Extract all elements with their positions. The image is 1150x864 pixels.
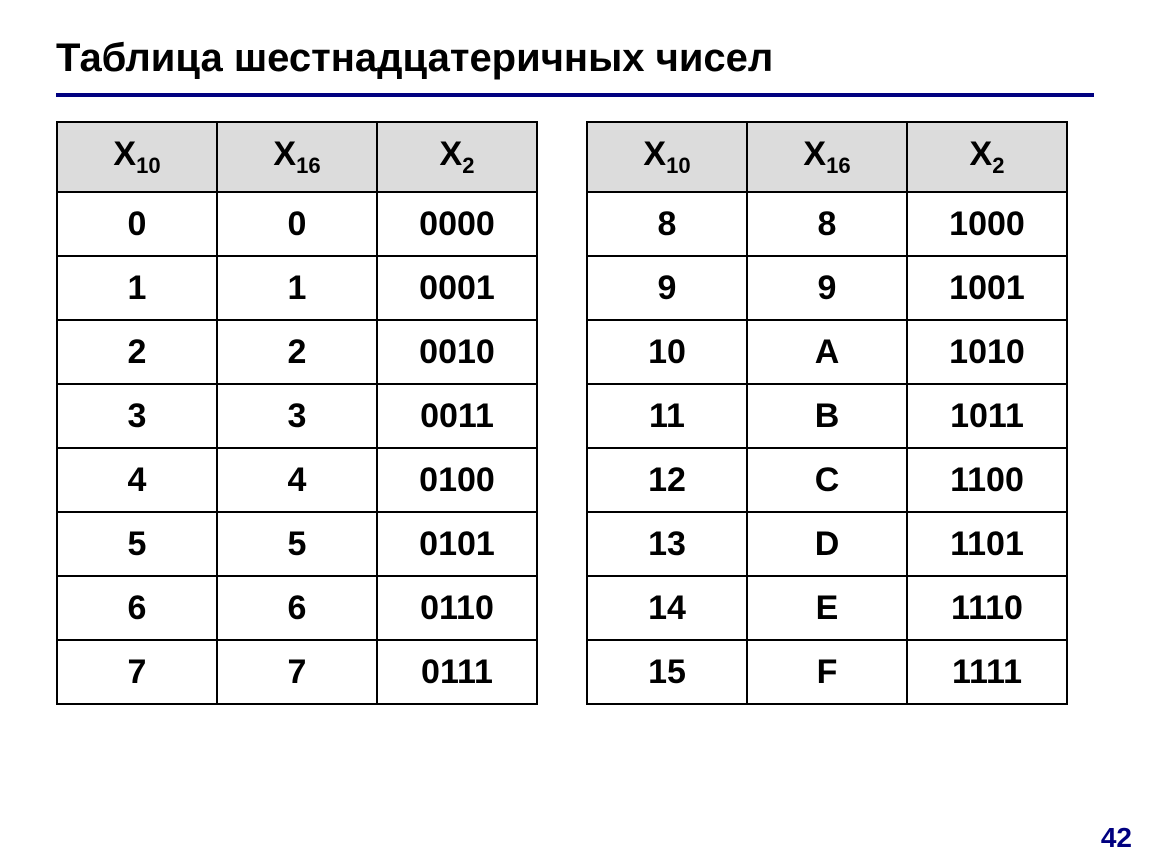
table-header-row: X10 X16 X2 (57, 122, 537, 192)
cell-x16: D (747, 512, 907, 576)
col-header-x2: X2 (907, 122, 1067, 192)
cell-x16: F (747, 640, 907, 704)
cell-x16: 5 (217, 512, 377, 576)
cell-x2: 0010 (377, 320, 537, 384)
cell-x10: 3 (57, 384, 217, 448)
cell-x2: 1101 (907, 512, 1067, 576)
cell-x10: 7 (57, 640, 217, 704)
cell-x16: 8 (747, 192, 907, 256)
table-row: 000000 (57, 192, 537, 256)
slide: Таблица шестнадцатеричных чисел X10 X16 … (0, 0, 1150, 864)
cell-x10: 13 (587, 512, 747, 576)
cell-x16: C (747, 448, 907, 512)
cell-x16: 6 (217, 576, 377, 640)
cell-x10: 10 (587, 320, 747, 384)
cell-x2: 0100 (377, 448, 537, 512)
table-header-row: X10 X16 X2 (587, 122, 1067, 192)
tables-container: X10 X16 X2 000000 110001 220010 330011 4… (56, 121, 1094, 705)
cell-x2: 0111 (377, 640, 537, 704)
cell-x2: 0000 (377, 192, 537, 256)
cell-x16: 7 (217, 640, 377, 704)
col-header-x10: X10 (57, 122, 217, 192)
cell-x2: 1011 (907, 384, 1067, 448)
col-header-x16: X16 (217, 122, 377, 192)
table-row: 991001 (587, 256, 1067, 320)
cell-x10: 0 (57, 192, 217, 256)
cell-x16: 9 (747, 256, 907, 320)
table-row: 220010 (57, 320, 537, 384)
table-row: 770111 (57, 640, 537, 704)
right-table: X10 X16 X2 881000 991001 10A1010 11B1011… (586, 121, 1068, 705)
table-row: 12C1100 (587, 448, 1067, 512)
cell-x16: B (747, 384, 907, 448)
cell-x16: E (747, 576, 907, 640)
col-header-x10: X10 (587, 122, 747, 192)
table-row: 660110 (57, 576, 537, 640)
cell-x2: 1111 (907, 640, 1067, 704)
cell-x16: 4 (217, 448, 377, 512)
col-header-x2: X2 (377, 122, 537, 192)
table-row: 14E1110 (587, 576, 1067, 640)
cell-x2: 0110 (377, 576, 537, 640)
cell-x10: 14 (587, 576, 747, 640)
cell-x16: 0 (217, 192, 377, 256)
cell-x16: 1 (217, 256, 377, 320)
cell-x2: 0001 (377, 256, 537, 320)
cell-x10: 9 (587, 256, 747, 320)
table-row: 440100 (57, 448, 537, 512)
table-row: 13D1101 (587, 512, 1067, 576)
table-row: 881000 (587, 192, 1067, 256)
cell-x10: 11 (587, 384, 747, 448)
page-number: 42 (1101, 822, 1132, 854)
cell-x2: 1100 (907, 448, 1067, 512)
table-row: 10A1010 (587, 320, 1067, 384)
cell-x10: 4 (57, 448, 217, 512)
cell-x16: A (747, 320, 907, 384)
col-header-x16: X16 (747, 122, 907, 192)
table-row: 110001 (57, 256, 537, 320)
table-row: 550101 (57, 512, 537, 576)
cell-x10: 5 (57, 512, 217, 576)
cell-x2: 0011 (377, 384, 537, 448)
cell-x10: 2 (57, 320, 217, 384)
cell-x2: 1001 (907, 256, 1067, 320)
cell-x10: 1 (57, 256, 217, 320)
table-row: 15F1111 (587, 640, 1067, 704)
cell-x10: 15 (587, 640, 747, 704)
table-row: 330011 (57, 384, 537, 448)
cell-x16: 2 (217, 320, 377, 384)
cell-x2: 0101 (377, 512, 537, 576)
page-title: Таблица шестнадцатеричных чисел (56, 36, 1094, 81)
cell-x10: 6 (57, 576, 217, 640)
cell-x2: 1110 (907, 576, 1067, 640)
cell-x10: 12 (587, 448, 747, 512)
table-row: 11B1011 (587, 384, 1067, 448)
cell-x10: 8 (587, 192, 747, 256)
title-rule (56, 93, 1094, 97)
cell-x2: 1000 (907, 192, 1067, 256)
left-table: X10 X16 X2 000000 110001 220010 330011 4… (56, 121, 538, 705)
cell-x16: 3 (217, 384, 377, 448)
cell-x2: 1010 (907, 320, 1067, 384)
